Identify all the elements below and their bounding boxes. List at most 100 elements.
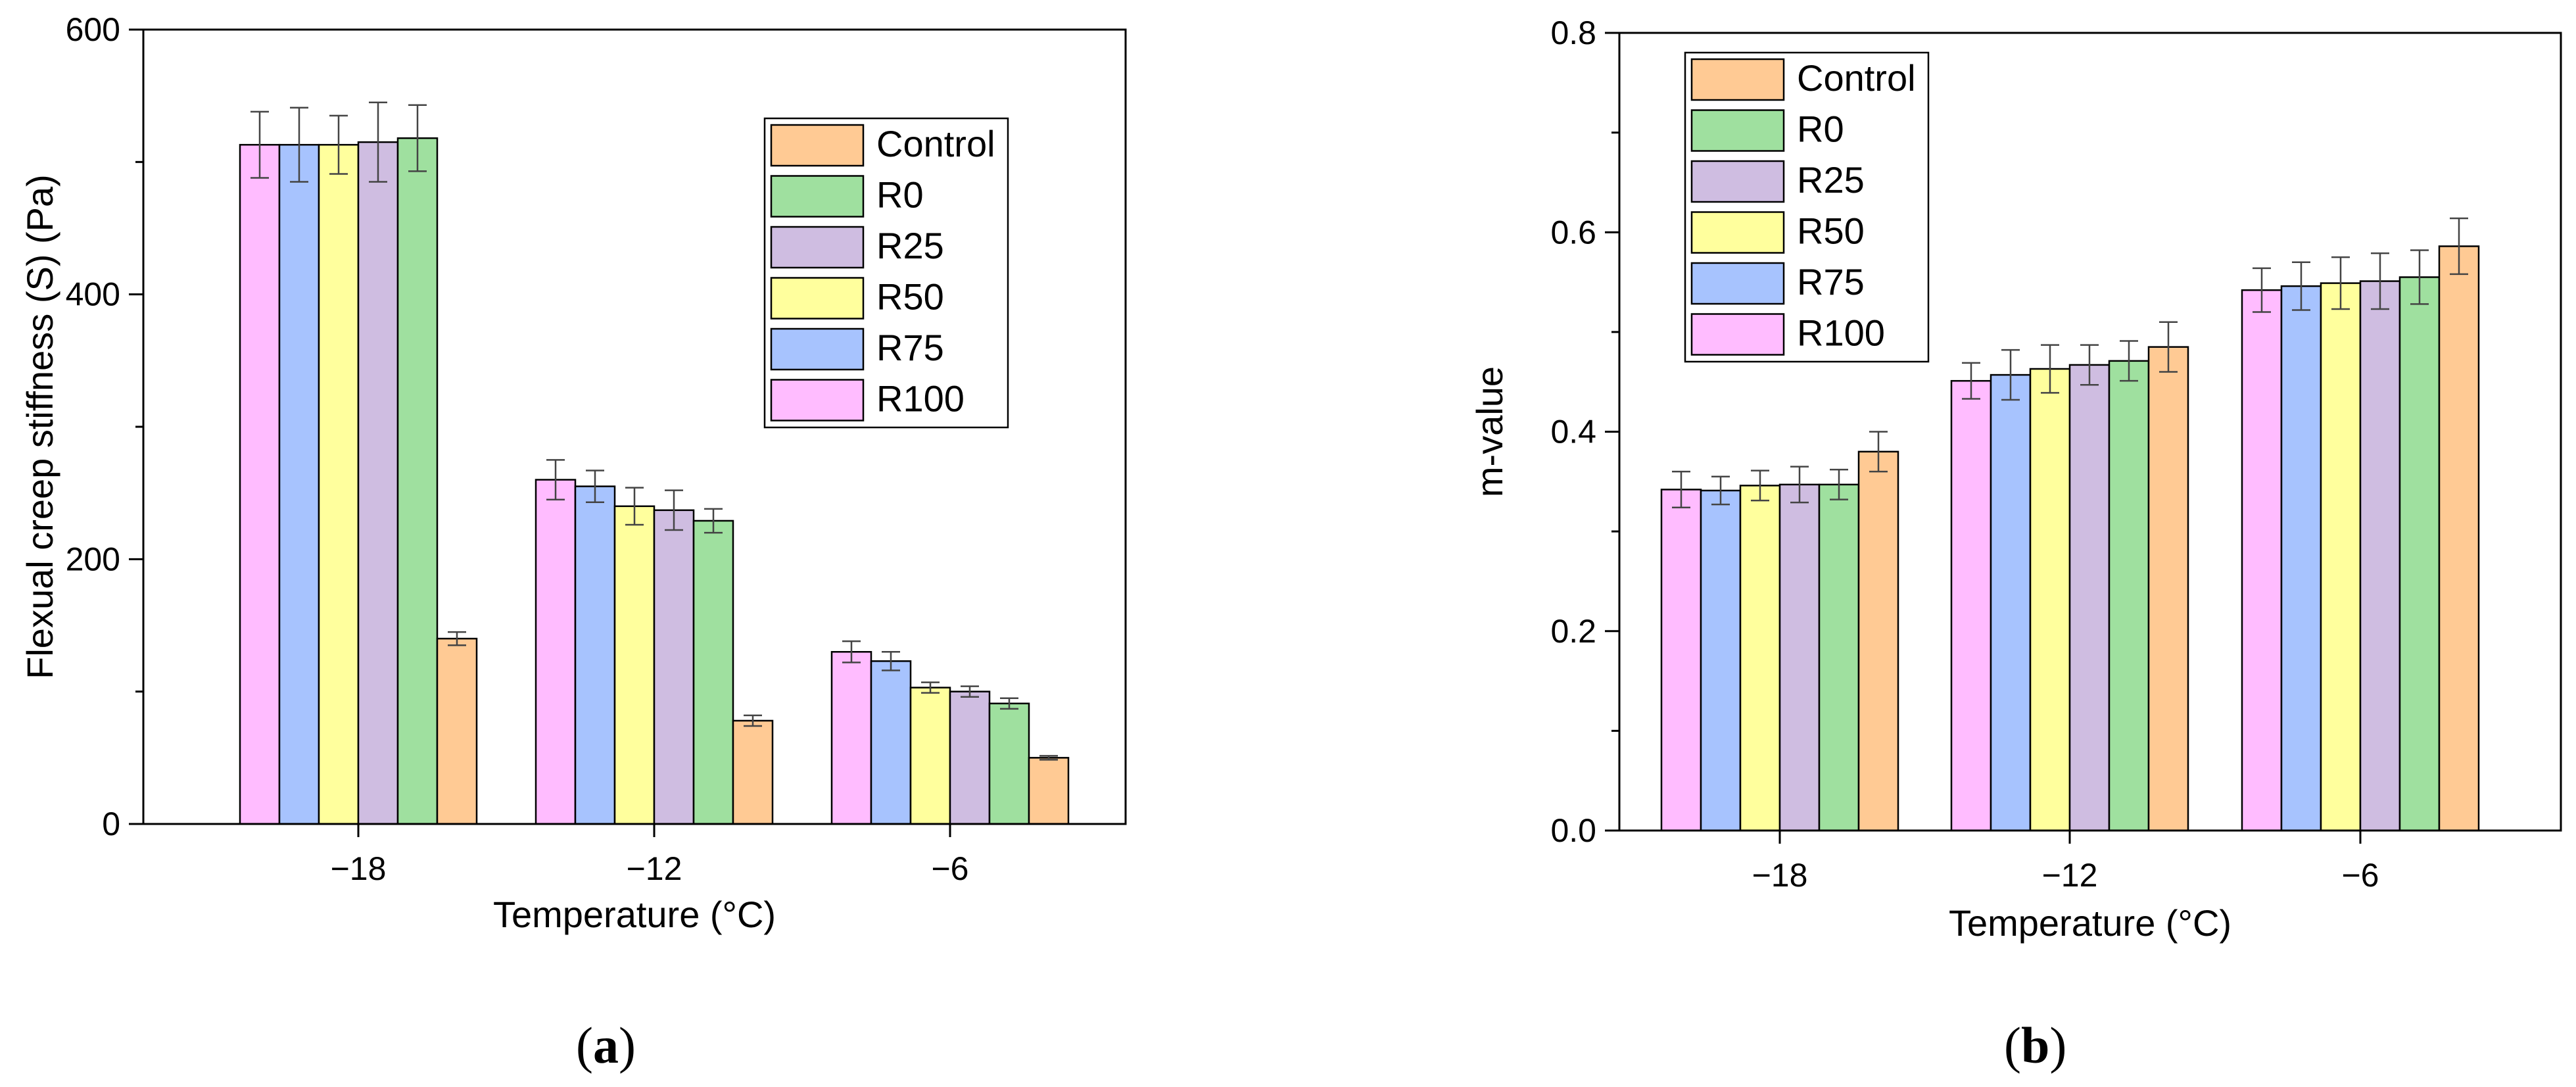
legend-label-r50: R50 xyxy=(876,276,944,318)
x-tick-label: −18 xyxy=(331,850,387,887)
y-axis-label: m-value xyxy=(1469,366,1510,497)
bar-control-1 xyxy=(1857,450,1899,832)
error-bar-r0-3 xyxy=(1000,697,1018,710)
bar-r75-2 xyxy=(574,485,616,825)
error-bar-r50-3 xyxy=(2331,256,2350,310)
bar-r0-3 xyxy=(988,702,1030,825)
error-bar-r50-3 xyxy=(921,681,940,694)
error-bar-r75-2 xyxy=(2001,349,2020,401)
bar-r100-2 xyxy=(535,479,577,825)
error-bar-control-3 xyxy=(1039,755,1058,761)
error-bar-r25-1 xyxy=(369,101,387,183)
error-bar-r50-1 xyxy=(329,114,348,175)
error-bar-control-2 xyxy=(744,714,762,727)
bar-r25-1 xyxy=(1778,483,1821,832)
error-bar-control-1 xyxy=(448,631,466,646)
y-tick-label: 0 xyxy=(102,806,120,842)
error-bar-control-3 xyxy=(2450,217,2468,276)
legend-label-r100: R100 xyxy=(876,378,965,420)
error-bar-r100-2 xyxy=(546,459,565,500)
bar-r0-3 xyxy=(2398,276,2441,832)
error-bar-r100-2 xyxy=(1962,362,1980,400)
bar-r0-2 xyxy=(692,519,734,825)
legend-label-r75: R75 xyxy=(1797,261,1865,302)
bar-r50-2 xyxy=(2029,368,2071,832)
bar-r0-1 xyxy=(396,137,439,825)
legend-label-r100: R100 xyxy=(1797,312,1885,354)
legend-label-r0: R0 xyxy=(1797,109,1844,150)
x-tick-label: −6 xyxy=(931,850,968,887)
y-tick-label: 0.8 xyxy=(1550,14,1596,51)
legend-label-control: Control xyxy=(1797,57,1916,99)
error-bar-r25-2 xyxy=(665,489,683,531)
bar-r100-3 xyxy=(830,651,872,825)
legend-box xyxy=(1684,51,1930,363)
x-axis-label: Temperature (°C) xyxy=(493,894,776,935)
bar-r25-3 xyxy=(2359,280,2401,832)
bar-r100-1 xyxy=(239,143,281,825)
legend: Control R0 R25 R50 R75 R100 xyxy=(763,117,1009,429)
bar-control-2 xyxy=(2147,346,2189,832)
bar-r50-1 xyxy=(318,143,360,825)
error-bar-r50-1 xyxy=(1751,470,1769,502)
error-bar-r25-1 xyxy=(1790,466,1809,504)
error-bar-r75-3 xyxy=(2292,261,2310,311)
legend-swatch-control xyxy=(770,124,865,167)
bar-control-3 xyxy=(1028,757,1070,825)
error-bar-r100-3 xyxy=(842,640,861,664)
error-bar-r100-1 xyxy=(1672,470,1690,508)
error-bar-r25-3 xyxy=(961,685,979,698)
error-bar-control-1 xyxy=(1869,431,1888,473)
bar-control-3 xyxy=(2438,245,2480,832)
panel-label-a-letter: a xyxy=(592,1017,619,1074)
x-tick-label: −12 xyxy=(2042,857,2098,894)
error-bar-r50-2 xyxy=(625,487,644,526)
error-bar-r0-3 xyxy=(2410,249,2429,305)
bar-control-2 xyxy=(732,719,774,825)
error-bar-r75-1 xyxy=(1711,475,1730,506)
legend-swatch-r50 xyxy=(1690,211,1785,254)
bar-r25-3 xyxy=(949,690,991,825)
legend-label-r25: R25 xyxy=(1797,159,1865,201)
legend-swatch-r50 xyxy=(770,277,865,320)
bar-r100-1 xyxy=(1660,489,1702,832)
legend-label-r0: R0 xyxy=(876,174,924,216)
y-axis-label: Flexual creep stiffness (S) (Pa) xyxy=(19,174,60,679)
y-tick-label: 400 xyxy=(66,276,120,313)
panel-label-a: (a) xyxy=(576,1016,636,1075)
error-bar-r0-1 xyxy=(1830,468,1848,500)
legend-swatch-r0 xyxy=(770,175,865,218)
legend-label-control: Control xyxy=(876,123,995,164)
bar-r75-3 xyxy=(2280,285,2322,832)
bar-r25-1 xyxy=(357,141,399,825)
bar-r0-2 xyxy=(2108,360,2150,832)
legend-label-r25: R25 xyxy=(876,225,944,266)
y-tick-label: 600 xyxy=(66,11,120,48)
bar-r50-3 xyxy=(909,687,951,825)
y-tick-label: 200 xyxy=(66,541,120,577)
error-bar-r25-3 xyxy=(2371,252,2389,310)
bar-r50-1 xyxy=(1739,485,1781,832)
bar-control-1 xyxy=(436,637,478,825)
y-tick-label: 0.6 xyxy=(1550,214,1596,251)
error-bar-r100-3 xyxy=(2253,267,2271,313)
error-bar-r0-1 xyxy=(408,104,427,172)
y-tick-label: 0.4 xyxy=(1550,414,1596,450)
bar-r100-3 xyxy=(2241,289,2283,832)
legend: Control R0 R25 R50 R75 R100 xyxy=(1684,51,1930,363)
legend-swatch-r0 xyxy=(1690,109,1785,152)
error-bar-r0-2 xyxy=(704,508,723,534)
panel-label-b-open: ( xyxy=(2004,1017,2021,1074)
x-axis-label: Temperature (°C) xyxy=(1949,902,2231,944)
panel-label-a-close: ) xyxy=(618,1017,636,1074)
panel-label-a-open: ( xyxy=(576,1017,593,1074)
legend-box xyxy=(763,117,1009,429)
bar-r100-2 xyxy=(1950,379,1992,832)
chart-b-m-value: 0.0 0.2 0.4 0.6 0.8 −18 −12 −6 Temperature (°C) m… xyxy=(1469,14,2562,944)
legend-swatch-r100 xyxy=(1690,313,1785,356)
error-bar-r75-1 xyxy=(290,107,308,183)
panel-label-b-letter: b xyxy=(2020,1017,2050,1074)
x-tick-label: −6 xyxy=(2341,857,2379,894)
x-tick-label: −18 xyxy=(1752,857,1808,894)
